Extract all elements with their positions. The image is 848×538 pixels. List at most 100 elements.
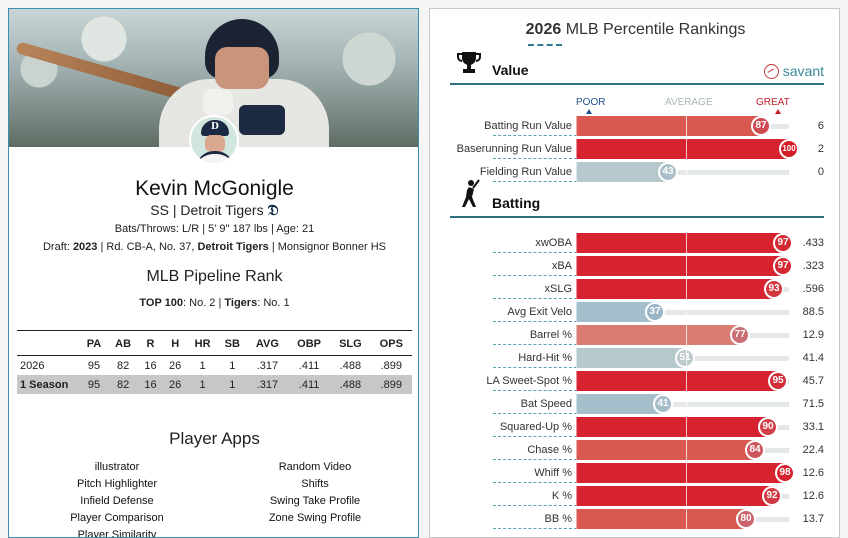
player-headshot-avatar: D bbox=[189, 115, 239, 165]
tigers-logo-icon[interactable]: 𝔇 bbox=[267, 201, 279, 219]
percentile-dot[interactable]: 87 bbox=[751, 116, 771, 136]
app-link-infield-defense[interactable]: Infield Defense bbox=[80, 495, 154, 507]
stats-header-season bbox=[17, 330, 80, 356]
app-link-swing-take-profile[interactable]: Swing Take Profile bbox=[269, 495, 361, 507]
scale-arrow-poor-icon bbox=[586, 109, 592, 114]
metric-row[interactable]: xSLG 93 .596 bbox=[450, 278, 824, 300]
metric-label: Baserunning Run Value bbox=[456, 143, 572, 155]
metric-label: Barrel % bbox=[529, 329, 572, 341]
percentile-dot[interactable]: 84 bbox=[745, 440, 765, 460]
metric-value: 71.5 bbox=[802, 398, 824, 410]
percentile-dot[interactable]: 43 bbox=[658, 162, 678, 182]
scale-label-avg: AVERAGE bbox=[665, 97, 713, 108]
savant-label: savant bbox=[782, 63, 824, 79]
metric-label: BB % bbox=[544, 513, 572, 525]
metric-row[interactable]: Whiff % 98 12.6 bbox=[450, 462, 824, 484]
metric-row[interactable]: BB % 80 13.7 bbox=[450, 508, 824, 530]
metric-label: xwOBA bbox=[535, 237, 572, 249]
stats-cell: 82 bbox=[108, 375, 139, 394]
stats-cell: .317 bbox=[246, 375, 288, 394]
player-apps-left-column: illustrator Pitch Highlighter Infield Defe… bbox=[17, 459, 217, 538]
metric-row[interactable]: Hard-Hit % 51 41.4 bbox=[450, 347, 824, 369]
table-row: 1 Season 95 82 16 26 1 1.317.411.488.899 bbox=[17, 375, 412, 394]
stats-header-avg[interactable]: AVG bbox=[246, 330, 288, 356]
stats-cell: 82 bbox=[116, 360, 130, 372]
position-team-text[interactable]: SS | Detroit Tigers bbox=[150, 202, 264, 218]
metric-row[interactable]: Avg Exit Velo 37 88.5 bbox=[450, 301, 824, 323]
metric-row[interactable]: Chase % 84 22.4 bbox=[450, 439, 824, 461]
metric-row[interactable]: xBA 97 .323 bbox=[450, 255, 824, 277]
percentile-dot[interactable]: 77 bbox=[730, 325, 750, 345]
percentile-dot[interactable]: 37 bbox=[645, 302, 665, 322]
stats-header-obp[interactable]: OBP bbox=[287, 330, 331, 356]
metric-value: 6 bbox=[817, 120, 824, 132]
stats-header-ab[interactable]: AB bbox=[108, 330, 139, 356]
app-link-zone-swing-profile[interactable]: Zone Swing Profile bbox=[268, 512, 362, 524]
metric-row[interactable]: xwOBA 97 .433 bbox=[450, 232, 824, 254]
metric-label: Whiff % bbox=[534, 467, 572, 479]
app-link-illustrator[interactable]: illustrator bbox=[94, 461, 140, 473]
stats-cell: 1 bbox=[199, 360, 206, 372]
percentile-dot[interactable]: 51 bbox=[675, 348, 695, 368]
stats-cell: .488 bbox=[339, 360, 362, 372]
stats-header-h[interactable]: H bbox=[162, 330, 188, 356]
app-link-shifts[interactable]: Shifts bbox=[301, 478, 329, 490]
percentile-dot[interactable]: 93 bbox=[764, 279, 784, 299]
metric-separator bbox=[493, 482, 577, 483]
percentile-bar bbox=[576, 139, 789, 159]
stats-cell: 16 bbox=[144, 360, 157, 372]
percentile-bar bbox=[576, 256, 783, 276]
metric-value: 12.6 bbox=[802, 467, 824, 479]
metric-row[interactable]: Baserunning Run Value 100 2 bbox=[450, 138, 824, 160]
percentile-dot[interactable]: 90 bbox=[758, 417, 778, 437]
draft-year: 2023 bbox=[72, 241, 98, 253]
app-link-random-video[interactable]: Random Video bbox=[278, 461, 352, 473]
percentile-dot[interactable]: 98 bbox=[775, 463, 795, 483]
metric-separator bbox=[493, 459, 577, 460]
stats-cell: .899 bbox=[370, 375, 412, 394]
percentile-dot[interactable]: 97 bbox=[773, 233, 793, 253]
app-link-player-similarity[interactable]: Player Similarity bbox=[77, 529, 157, 538]
metric-separator bbox=[493, 528, 577, 529]
player-card: D Kevin McGonigle SS | Detroit Tigers 𝔇 B… bbox=[8, 8, 419, 538]
percentile-dot[interactable]: 41 bbox=[653, 394, 673, 414]
percentile-dot[interactable]: 95 bbox=[768, 371, 788, 391]
player-apps-right-column: Random Video Shifts Swing Take Profile Zone… bbox=[215, 459, 415, 527]
stats-header-ops[interactable]: OPS bbox=[370, 330, 412, 356]
metric-row[interactable]: Batting Run Value 87 6 bbox=[450, 115, 824, 137]
metric-row[interactable]: K % 92 12.6 bbox=[450, 485, 824, 507]
metric-label: Chase % bbox=[527, 444, 572, 456]
metric-row[interactable]: LA Sweet-Spot % 95 45.7 bbox=[450, 370, 824, 392]
percentile-track bbox=[576, 170, 789, 175]
app-link-pitch-highlighter[interactable]: Pitch Highlighter bbox=[76, 478, 158, 490]
stats-header-hr[interactable]: HR bbox=[187, 330, 218, 356]
stats-header-sb[interactable]: SB bbox=[217, 330, 247, 356]
metric-row[interactable]: Fielding Run Value 43 0 bbox=[450, 161, 824, 183]
savant-logo[interactable]: savant bbox=[763, 63, 824, 79]
stats-header-slg[interactable]: SLG bbox=[330, 330, 371, 356]
percentile-dot[interactable]: 92 bbox=[762, 486, 782, 506]
stats-cell: 95 bbox=[80, 375, 109, 394]
metric-label: K % bbox=[551, 490, 572, 502]
stats-header-pa[interactable]: PA bbox=[80, 330, 109, 356]
metric-value: .323 bbox=[802, 260, 824, 272]
percentile-dot[interactable]: 80 bbox=[736, 509, 756, 529]
metric-row[interactable]: Bat Speed 41 71.5 bbox=[450, 393, 824, 415]
stats-cell: 95 bbox=[87, 360, 101, 372]
metric-row[interactable]: Squared-Up % 90 33.1 bbox=[450, 416, 824, 438]
section-label: Batting bbox=[492, 195, 541, 211]
metric-separator bbox=[493, 321, 577, 322]
metric-row[interactable]: Barrel % 77 12.9 bbox=[450, 324, 824, 346]
batter-icon bbox=[456, 179, 482, 214]
section-header-value: Value savant bbox=[450, 52, 824, 85]
average-marker-line bbox=[686, 115, 687, 184]
metric-separator bbox=[493, 367, 577, 368]
percentile-bar bbox=[576, 279, 774, 299]
metric-separator bbox=[493, 505, 577, 506]
stats-header-r[interactable]: R bbox=[138, 330, 163, 356]
percentile-dot[interactable]: 100 bbox=[779, 139, 799, 159]
app-link-player-comparison[interactable]: Player Comparison bbox=[70, 512, 164, 524]
percentile-dot[interactable]: 97 bbox=[773, 256, 793, 276]
percentile-bar bbox=[576, 509, 746, 529]
percentile-bar bbox=[576, 394, 663, 414]
